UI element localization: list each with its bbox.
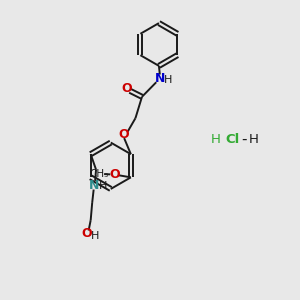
Text: Cl: Cl — [226, 133, 240, 146]
Text: H: H — [91, 232, 99, 242]
Text: N: N — [154, 72, 165, 85]
Text: H: H — [164, 76, 172, 85]
Text: N: N — [89, 178, 100, 192]
Text: O: O — [121, 82, 132, 95]
Text: CH₃: CH₃ — [89, 169, 109, 179]
Text: O: O — [81, 227, 92, 240]
Text: H: H — [249, 133, 259, 146]
Text: O: O — [109, 168, 120, 181]
Text: H: H — [211, 133, 220, 146]
Text: O: O — [119, 128, 130, 141]
Text: -: - — [241, 132, 246, 147]
Text: H: H — [99, 181, 108, 191]
